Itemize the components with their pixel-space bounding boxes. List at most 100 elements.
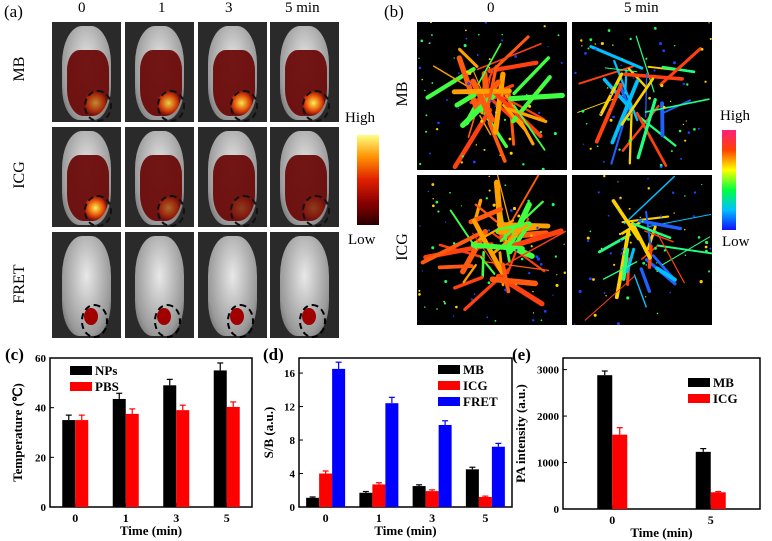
legend-swatch [688, 394, 710, 403]
mouse-image [270, 232, 339, 338]
legend-swatch [70, 382, 92, 391]
speckle [704, 249, 708, 253]
speckle [473, 293, 476, 295]
speckle [603, 291, 606, 294]
speckle [465, 37, 468, 40]
speckle [515, 248, 518, 252]
vessel [500, 262, 511, 294]
speckle [632, 77, 635, 79]
tumor-ring [84, 195, 112, 227]
vessel [490, 35, 530, 73]
vessel [621, 215, 670, 224]
vessel [478, 104, 509, 149]
bar [75, 420, 89, 507]
y-tick-label: 3000 [537, 365, 560, 377]
col-header: 0 [487, 0, 495, 16]
speckle [431, 204, 435, 208]
speckle [515, 283, 517, 286]
speckle [527, 199, 530, 203]
speckle [684, 139, 687, 142]
col-header: 1 [158, 0, 166, 16]
speckle [607, 214, 610, 217]
panel-label: (d) [263, 345, 284, 364]
speckle [437, 210, 440, 213]
speckle [419, 162, 422, 166]
speckle [460, 205, 462, 207]
speckle [589, 147, 592, 150]
vessel [470, 242, 525, 252]
speckle [586, 236, 590, 240]
speckle [543, 25, 546, 28]
vessel [610, 79, 640, 145]
speckle [551, 203, 555, 207]
y-tick-label: 12 [284, 402, 296, 414]
tumor-ring [84, 90, 112, 122]
vessel [479, 114, 492, 136]
speckle [418, 66, 422, 70]
vessel [492, 71, 506, 135]
mouse-image [198, 232, 267, 338]
mouse-image [125, 127, 194, 227]
x-tick-label: 5 [482, 511, 488, 525]
speckle [467, 82, 471, 86]
legend-label: ICG [713, 391, 738, 406]
speckle [662, 49, 666, 53]
vessel [505, 230, 567, 266]
col-header: 5 min [624, 0, 659, 16]
speckle [444, 279, 448, 284]
vessel [508, 92, 565, 102]
speckle [613, 263, 616, 266]
bar [112, 398, 126, 507]
vessel [497, 225, 540, 235]
vessel [659, 47, 702, 86]
vessel [491, 89, 543, 139]
y-tick-label: 0 [41, 502, 47, 514]
speckle [431, 246, 435, 250]
speckle [443, 300, 445, 303]
speckle [693, 191, 697, 194]
speckle [464, 29, 467, 32]
speckle [553, 132, 557, 136]
vessel [597, 233, 632, 254]
speckle [697, 236, 701, 239]
y-tick-label: 4 [290, 469, 296, 481]
speckle [465, 70, 469, 73]
speckle [587, 47, 590, 50]
speckle [463, 44, 467, 48]
x-axis-label: Time (min) [630, 525, 692, 540]
speckle [483, 148, 486, 151]
vessel [485, 65, 498, 113]
speckle [475, 144, 478, 146]
speckle [684, 228, 686, 231]
vessel [644, 98, 710, 113]
speckle [526, 94, 528, 96]
legend-swatch [438, 381, 460, 390]
speckle [582, 143, 585, 145]
speckle [532, 290, 534, 293]
speckle [687, 131, 691, 134]
vessel [637, 219, 683, 231]
photoacoustic-image [572, 175, 712, 325]
plot-frame [562, 357, 761, 510]
speckle [501, 39, 504, 42]
speckle [554, 255, 557, 258]
speckle [488, 66, 491, 69]
y-tick-label: 16 [284, 368, 296, 380]
speckle [617, 208, 619, 210]
colorbar-high-label: High [720, 108, 750, 124]
vessel [578, 65, 634, 85]
speckle [669, 291, 672, 294]
vessel [438, 243, 484, 259]
speckle [478, 33, 480, 36]
speckle [470, 298, 474, 301]
speckle [476, 54, 479, 57]
speckle [532, 318, 535, 322]
tumor-ring [302, 90, 330, 122]
speckle [504, 184, 507, 187]
speckle [708, 22, 710, 24]
speckle [686, 83, 689, 86]
speckle [541, 167, 545, 170]
speckle [530, 245, 533, 248]
speckle [602, 160, 605, 163]
